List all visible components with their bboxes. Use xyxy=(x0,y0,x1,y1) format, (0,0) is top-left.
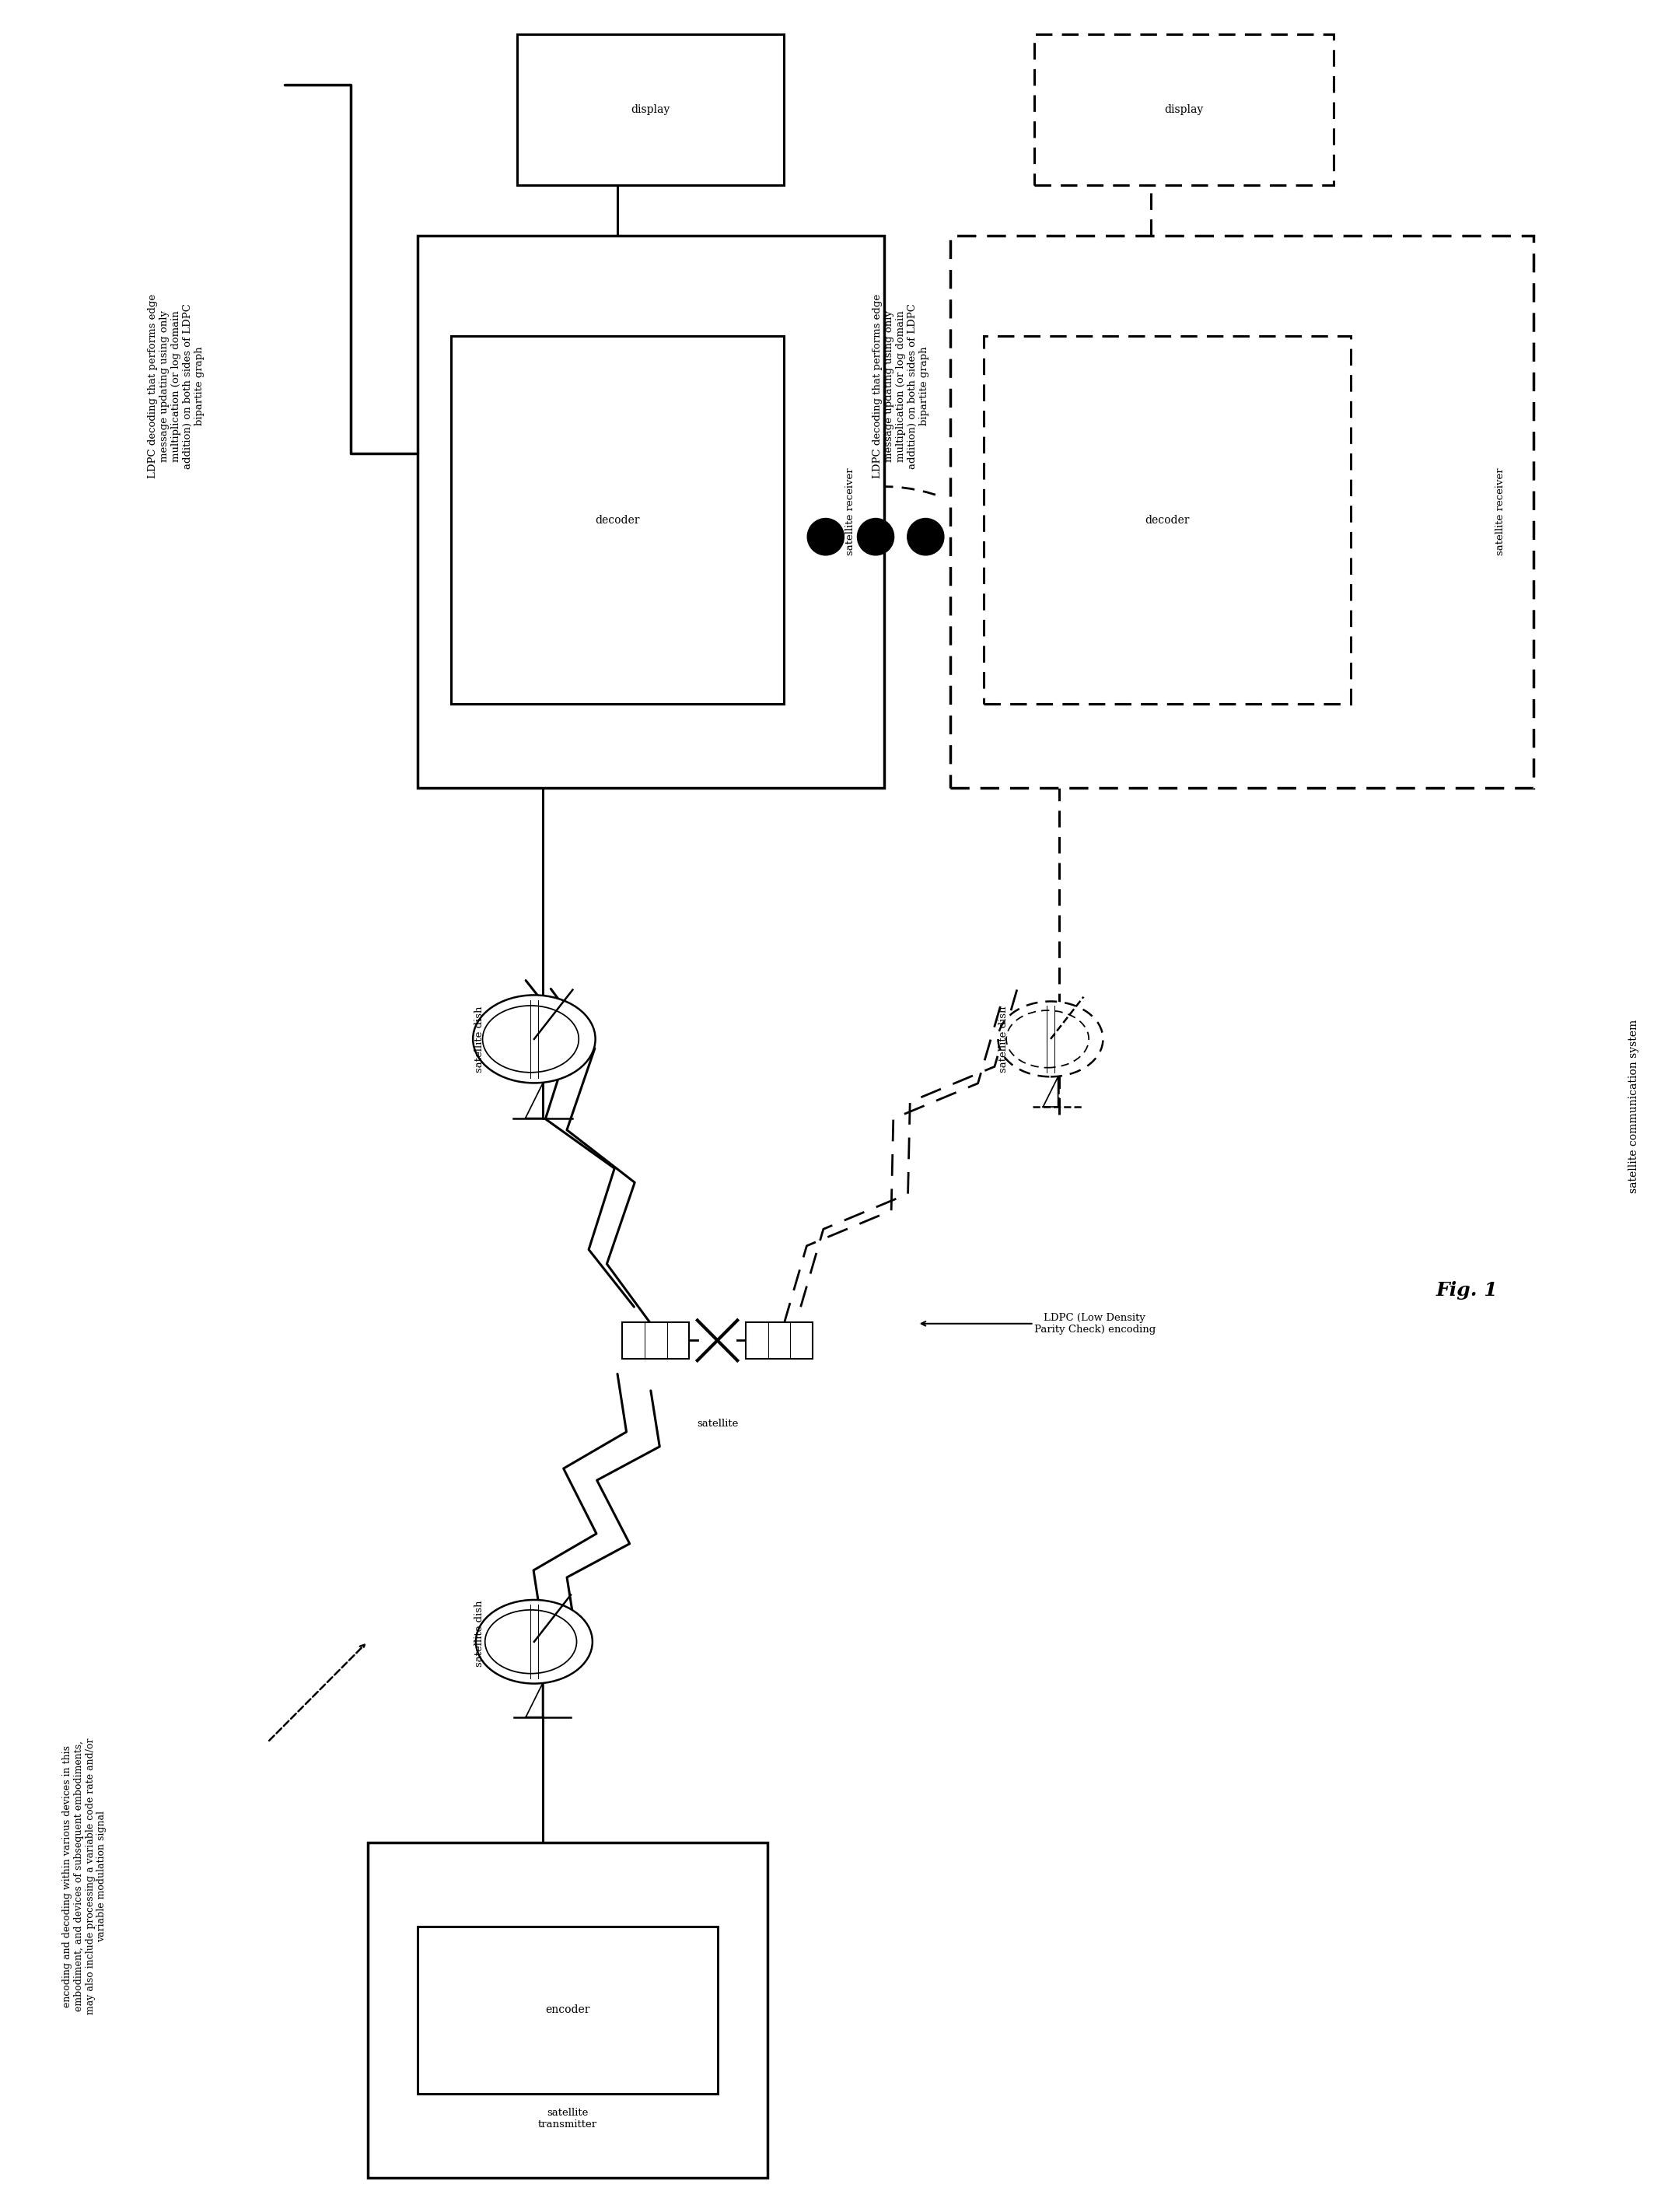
Text: satellite dish: satellite dish xyxy=(999,1006,1009,1073)
Text: Fig. 1: Fig. 1 xyxy=(1436,1281,1498,1298)
Circle shape xyxy=(857,518,894,555)
Text: decoder: decoder xyxy=(595,515,641,526)
Bar xyxy=(367,1843,767,2177)
Text: satellite receiver: satellite receiver xyxy=(1495,469,1506,555)
Text: encoder: encoder xyxy=(545,2004,590,2015)
Text: LDPC (Low Density
Parity Check) encoding: LDPC (Low Density Parity Check) encoding xyxy=(1034,1312,1156,1334)
Bar xyxy=(746,1323,812,1358)
Text: satellite receiver: satellite receiver xyxy=(846,469,856,555)
Ellipse shape xyxy=(482,1006,579,1073)
Text: satellite
transmitter: satellite transmitter xyxy=(537,2108,597,2130)
Bar xyxy=(417,1927,717,2095)
Ellipse shape xyxy=(474,995,595,1084)
Bar xyxy=(417,234,884,787)
Bar xyxy=(622,1323,689,1358)
Bar xyxy=(984,336,1351,703)
Bar xyxy=(1034,35,1334,186)
Text: LDPC decoding that performs edge
message updating using only
multiplication (or : LDPC decoding that performs edge message… xyxy=(147,294,205,478)
Text: satellite dish: satellite dish xyxy=(474,1006,484,1073)
Text: satellite communication system: satellite communication system xyxy=(1628,1020,1640,1192)
Text: display: display xyxy=(1164,104,1203,115)
Ellipse shape xyxy=(485,1610,577,1674)
Text: LDPC decoding that performs edge
message updating using only
multiplication (or : LDPC decoding that performs edge message… xyxy=(872,294,929,478)
Ellipse shape xyxy=(997,1002,1103,1077)
Bar xyxy=(951,234,1533,787)
Text: display: display xyxy=(631,104,671,115)
Text: satellite: satellite xyxy=(697,1420,739,1429)
Ellipse shape xyxy=(1006,1011,1089,1068)
Text: satellite dish: satellite dish xyxy=(474,1599,484,1666)
Circle shape xyxy=(907,518,944,555)
Ellipse shape xyxy=(475,1599,592,1683)
Bar xyxy=(517,35,784,186)
Text: decoder: decoder xyxy=(1144,515,1189,526)
Bar xyxy=(450,336,784,703)
Circle shape xyxy=(807,518,844,555)
Text: encoding and decoding within various devices in this
embodiment, and devices of : encoding and decoding within various dev… xyxy=(62,1739,107,2015)
